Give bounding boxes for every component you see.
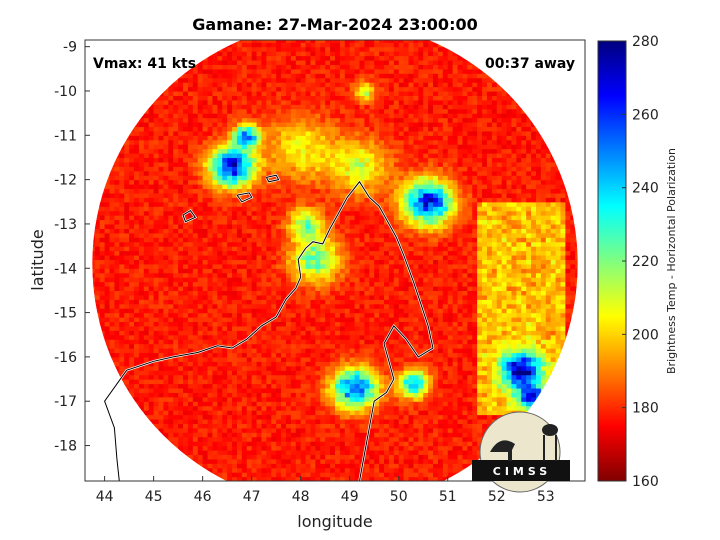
colorbar-tick-label: 160 [632, 474, 659, 490]
logo-wordmark: CIMSS [493, 465, 551, 478]
y-tick-label: -17 [54, 394, 77, 410]
colorbar-gradient [597, 40, 627, 482]
y-tick-label: -14 [54, 261, 77, 277]
y-tick-label: -15 [54, 306, 77, 322]
x-tick-label: 49 [341, 489, 359, 505]
chart-title: Gamane: 27-Mar-2024 23:00:00 [192, 15, 477, 34]
x-tick-label: 47 [243, 489, 261, 505]
y-tick-label: -9 [63, 40, 77, 56]
colorbar: 160 180 200 220 240 260 280 Brightness Temp - … [597, 34, 678, 490]
plot-frame [84, 39, 586, 482]
coastline [103, 173, 435, 481]
x-tick-label: 52 [488, 489, 506, 505]
coastline-segment-0 [104, 180, 434, 481]
colorbar-label: Brightness Temp - Horizontal Polarizatio… [665, 148, 678, 374]
colorbar-tick-label: 260 [632, 107, 659, 123]
plot-area [84, 39, 586, 482]
y-tick-label: -16 [54, 350, 77, 366]
x-tick-label: 44 [96, 489, 114, 505]
logo-base [472, 460, 570, 481]
vmax-label: Vmax: 41 kts [93, 56, 196, 72]
x-tick-label: 53 [537, 489, 555, 505]
y-tick-label: -13 [54, 217, 77, 233]
x-tick-label: 50 [390, 489, 408, 505]
colorbar-ticks: 160 180 200 220 240 260 280 [622, 34, 659, 490]
y-tick-label: -11 [54, 128, 77, 144]
water-tower-icon [542, 424, 558, 436]
time-away-label: 00:37 away [485, 56, 575, 72]
coastline-segment-3 [182, 209, 197, 223]
x-axis-label: longitude [297, 512, 372, 531]
colorbar-tick-label: 200 [632, 327, 659, 343]
y-tick-label: -18 [54, 439, 77, 455]
colorbar-tick-label: 180 [632, 401, 659, 417]
x-tick-label: 46 [194, 489, 212, 505]
x-axis-ticks: 44 45 46 47 48 49 50 51 52 53 [96, 476, 555, 505]
x-tick-label: 51 [439, 489, 457, 505]
x-tick-label: 45 [145, 489, 163, 505]
colorbar-tick-label: 240 [632, 181, 659, 197]
colorbar-tick-label: 220 [632, 254, 659, 270]
y-axis-ticks: -9 -10 -11 -12 -13 -14 -15 -16 -17 -18 [54, 40, 90, 455]
x-tick-label: 48 [292, 489, 310, 505]
coastline-segment-1 [236, 192, 253, 203]
dish-stand-icon [508, 449, 512, 461]
coastline-segment-2 [265, 174, 280, 183]
colorbar-tick-label: 280 [632, 34, 659, 50]
cimss-logo: CIMSS [472, 411, 570, 493]
y-tick-label: -12 [54, 173, 77, 189]
y-axis-label: latitude [28, 229, 47, 290]
y-tick-label: -10 [54, 84, 77, 100]
